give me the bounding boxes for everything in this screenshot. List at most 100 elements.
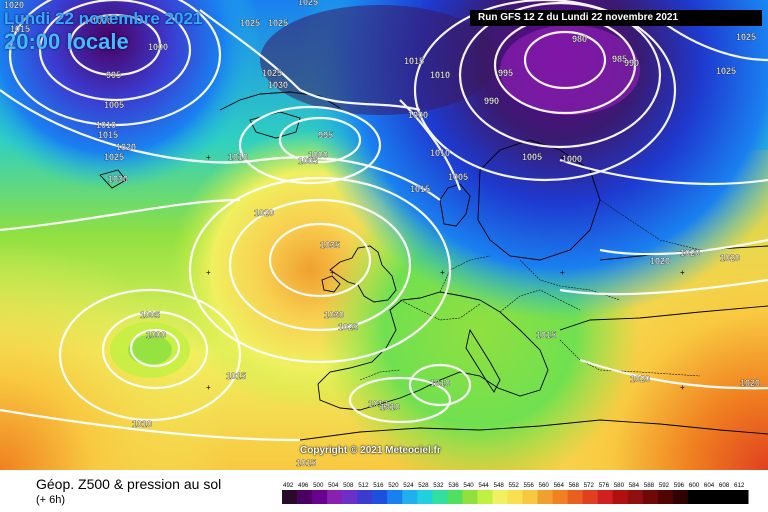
isobar-label: 1015 [296, 458, 316, 468]
svg-text:+: + [330, 268, 335, 277]
isobar-label: 1015 [404, 56, 424, 66]
copyright-text: Copyright © 2021 Meteociel.fr [300, 445, 441, 456]
scale-swatch [297, 490, 313, 504]
isobar-label: 1015 [98, 130, 118, 140]
scale-swatch [537, 490, 553, 504]
scale-label: 612 [734, 482, 745, 489]
scale-swatch [612, 490, 629, 504]
scale-swatch [282, 490, 298, 504]
svg-text:+: + [680, 268, 685, 277]
scale-label: 592 [659, 482, 670, 489]
scale-swatch [357, 490, 373, 504]
isobar-label: 1025 [736, 32, 756, 42]
isobar-label: 1000 [146, 330, 166, 340]
scale-label: 564 [554, 482, 565, 489]
isobar-label: 1025 [240, 18, 260, 28]
scale-label: 604 [704, 482, 715, 489]
scale-swatch [477, 490, 493, 504]
isobar-label: 995 [106, 70, 121, 80]
scale-label: 568 [569, 482, 580, 489]
country-borders [359, 199, 701, 381]
isobar-label: 1020 [116, 142, 136, 152]
scale-label: 588 [644, 482, 655, 489]
scale-swatch [627, 490, 644, 504]
scale-label: 528 [418, 482, 429, 489]
scale-label: 540 [463, 482, 474, 489]
isobar-label: 1020 [4, 0, 24, 10]
scale-swatch [312, 490, 328, 504]
scale-label: 508 [343, 482, 354, 489]
isobar-label: 990 [484, 96, 499, 106]
isobar-label: 1015 [10, 24, 30, 34]
scale-label: 524 [403, 482, 414, 489]
scale-label: 608 [719, 482, 730, 489]
isobar-label: 995 [498, 68, 513, 78]
isobar-label: 1030 [92, 16, 112, 26]
scale-label: 492 [283, 482, 294, 489]
forecast-offset: (+ 6h) [36, 494, 66, 506]
isobar-label: 1015 [410, 184, 430, 194]
isobar-label: 1025 [338, 322, 358, 332]
scale-swatch [387, 490, 403, 504]
svg-text:+: + [206, 153, 211, 162]
isobar-label: 1020 [630, 374, 650, 384]
svg-text:+: + [680, 383, 685, 392]
map-parameter-title: Géop. Z500 & pression au sol [36, 476, 222, 492]
isobar-label: 1010 [96, 120, 116, 130]
isobar-label: 1020 [740, 378, 760, 388]
scale-label: 536 [448, 482, 459, 489]
scale-label: 532 [433, 482, 444, 489]
forecast-time: 20:00 locale [4, 29, 129, 54]
scale-swatch [432, 490, 448, 504]
scale-swatch [657, 490, 674, 504]
isobar-label: 1005 [298, 156, 318, 166]
isobar-label: 1005 [448, 172, 468, 182]
svg-text:+: + [560, 153, 565, 162]
isobar-label: 1005 [140, 310, 160, 320]
scale-swatch [687, 490, 704, 504]
deep-low-core [500, 25, 640, 115]
scale-swatch [642, 490, 659, 504]
scale-swatch [717, 490, 734, 504]
isobar-label: 1012 [368, 399, 388, 409]
scale-label: 580 [614, 482, 625, 489]
isobar-label: 1000 [408, 110, 428, 120]
isobar-label: 1020 [720, 253, 740, 263]
isobar-label: 1030 [268, 80, 288, 90]
scale-swatch [447, 490, 463, 504]
svg-text:+: + [440, 268, 445, 277]
isobar-label: 1035 [320, 240, 340, 250]
isobar-label: 1030 [324, 310, 344, 320]
scale-label: 600 [689, 482, 700, 489]
isobar-label: 1010 [430, 378, 450, 388]
isobar-label: 995 [318, 130, 333, 140]
isobar-label: 1000 [308, 150, 328, 160]
isobar-label: 1025 [716, 66, 736, 76]
scale-swatch [567, 490, 584, 504]
isobar-label: 1010 [228, 152, 248, 162]
isobar-label: 1025 [104, 152, 124, 162]
scale-swatch [372, 490, 388, 504]
isobar-label: 1015 [226, 371, 246, 381]
scale-swatch [733, 490, 749, 504]
scale-label: 572 [584, 482, 595, 489]
north-trough-band [260, 5, 500, 115]
forecast-date: Lundi 22 novembre 2021 [4, 9, 203, 28]
isobar-label: 1000 [562, 154, 582, 164]
isobar-label: 985 [612, 54, 627, 64]
model-run-info: Run GFS 12 Z du Lundi 22 novembre 2021 [470, 10, 762, 26]
isobar-label: 1030 [108, 174, 128, 184]
svg-text:+: + [206, 268, 211, 277]
isobar-label: 1025 [298, 0, 318, 7]
scale-swatch [402, 490, 418, 504]
color-scale: 492 496 500 504 508 512 516 520 524 528 532 536 540 5… [282, 482, 749, 504]
scale-swatch [582, 490, 599, 504]
isobar-label: 980 [572, 34, 587, 44]
isobar-label: 1010 [380, 402, 400, 412]
isobar-label: 1020 [650, 256, 670, 266]
scale-label: 552 [509, 482, 520, 489]
scale-label: 496 [298, 482, 309, 489]
